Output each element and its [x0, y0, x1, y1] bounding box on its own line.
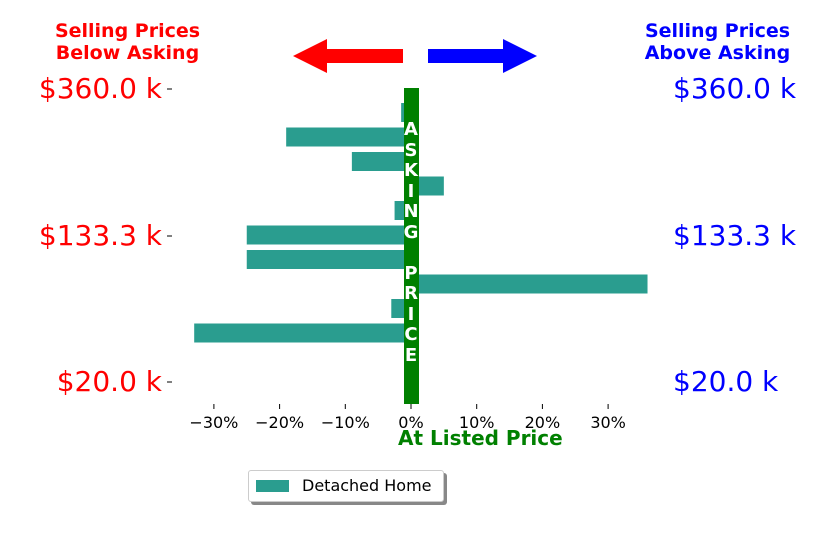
bar-9	[194, 323, 411, 343]
bar-6	[246, 250, 411, 269]
header-below-line1: Selling Prices	[54, 20, 201, 42]
price-left-mid: $133.3 k	[38, 219, 162, 252]
asking-letter: E	[404, 344, 418, 366]
x-tick-label: −30%	[189, 413, 239, 432]
asking-letter: C	[404, 324, 418, 345]
legend: Detached Home	[248, 470, 444, 502]
price-left-top: $360.0 k	[38, 72, 162, 105]
asking-letter: S	[404, 139, 418, 161]
legend-swatch	[256, 480, 289, 492]
bar-5	[246, 225, 411, 245]
x-axis-label: At Listed Price	[398, 426, 563, 450]
x-tick-label: 20%	[524, 413, 561, 432]
asking-letter: P	[404, 262, 418, 284]
x-tick-label: 0%	[398, 413, 424, 432]
bar-2	[351, 152, 411, 171]
header-above-line1: Selling Prices	[644, 20, 791, 42]
asking-price-line	[404, 88, 419, 404]
asking-letter: R	[404, 283, 418, 304]
asking-letter: I	[407, 303, 415, 325]
bar-7	[411, 274, 648, 294]
x-tick-label: 10%	[458, 413, 495, 432]
x-axis-ticks	[213, 404, 609, 409]
price-right-top: $360.0 k	[673, 72, 797, 105]
y-axis-ticks	[167, 88, 172, 383]
asking-letter: I	[407, 180, 415, 202]
right-arrow-icon	[428, 39, 537, 73]
legend-label: Detached Home	[302, 476, 432, 495]
header-below-asking: Selling Prices Below Asking	[40, 20, 215, 64]
x-tick-label: −10%	[320, 413, 370, 432]
asking-letter: K	[404, 160, 418, 181]
bar-3	[411, 176, 444, 196]
header-above-line2: Above Asking	[644, 42, 791, 64]
bar-1	[286, 127, 411, 147]
asking-letter: N	[403, 201, 419, 222]
x-tick-label: 30%	[590, 413, 626, 432]
left-arrow-icon	[293, 39, 403, 73]
price-left-bottom: $20.0 k	[56, 365, 162, 398]
price-right-bottom: $20.0 k	[673, 365, 779, 398]
asking-letter: G	[403, 221, 419, 243]
header-below-line2: Below Asking	[55, 42, 200, 64]
asking-letter: A	[404, 119, 418, 140]
price-right-mid: $133.3 k	[673, 219, 797, 252]
x-tick-label: −20%	[255, 413, 305, 432]
bar-series	[194, 103, 648, 343]
header-above-asking: Selling Prices Above Asking	[630, 20, 805, 64]
